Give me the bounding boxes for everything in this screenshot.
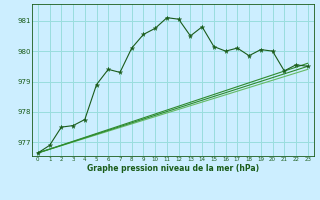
X-axis label: Graphe pression niveau de la mer (hPa): Graphe pression niveau de la mer (hPa) <box>87 164 259 173</box>
